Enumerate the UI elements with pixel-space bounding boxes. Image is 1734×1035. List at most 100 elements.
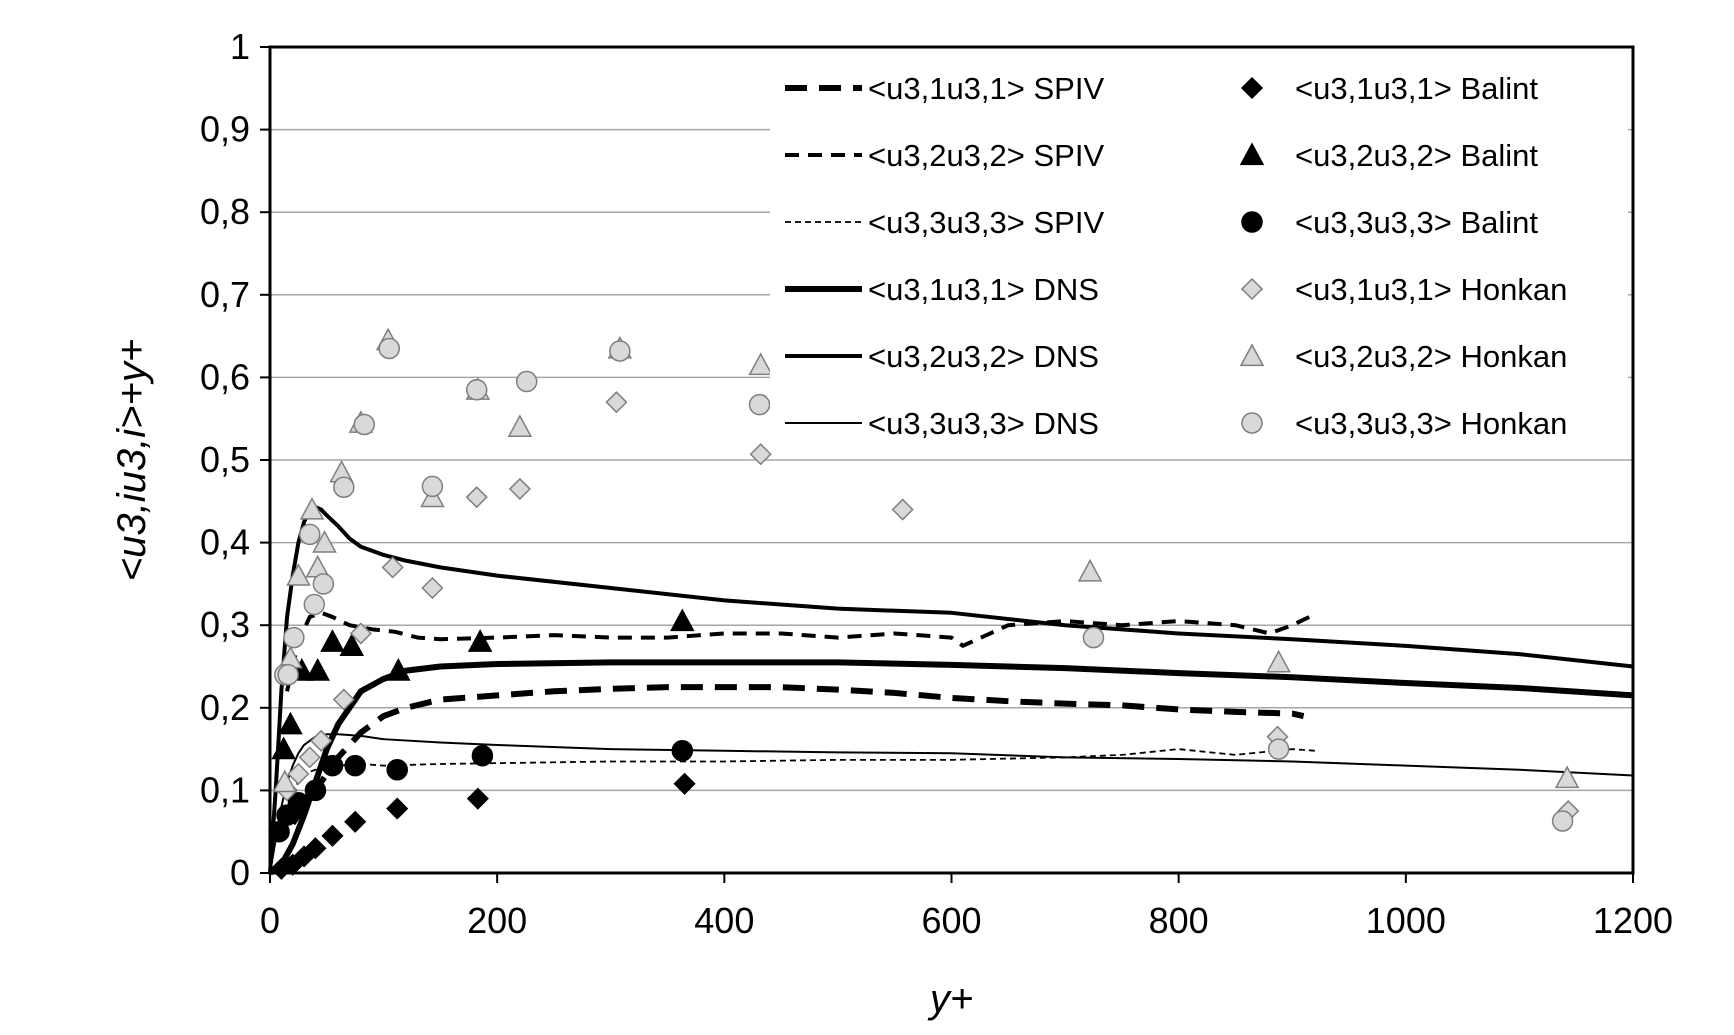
y-tick-label: 0,7 [200, 274, 250, 315]
legend-label: <u3,2u3,2> Balint [1295, 138, 1538, 173]
x-tick-label: 1000 [1366, 900, 1446, 941]
y-tick-label: 0,1 [200, 769, 250, 810]
data-point-6 [321, 824, 344, 847]
data-point-9 [465, 486, 488, 509]
series-line-4 [268, 505, 1634, 874]
data-point-11 [515, 370, 538, 393]
legend-marker-swatch [1241, 412, 1263, 434]
data-point-6 [466, 787, 489, 810]
legend-label: <u3,2u3,2> Honkan [1295, 339, 1567, 374]
data-point-9 [749, 443, 772, 466]
legend-label: <u3,3u3,3> Balint [1295, 205, 1538, 240]
data-point-9 [421, 576, 444, 600]
data-point-11 [333, 476, 355, 499]
data-point-6 [386, 797, 409, 820]
data-point-10 [312, 530, 337, 553]
data-point-10 [299, 496, 325, 520]
y-tick-label: 0,5 [200, 439, 250, 480]
legend: <u3,1u3,1> SPIV <u3,2u3,2> SPIV <u3,3u3,3>… [770, 62, 1628, 452]
data-point-11 [312, 573, 335, 595]
data-point-6 [673, 772, 696, 795]
data-point-10 [286, 563, 311, 586]
data-point-7 [305, 658, 330, 681]
data-point-8 [304, 779, 327, 802]
data-point-9 [298, 746, 321, 769]
y-tick-label: 0,8 [200, 191, 250, 232]
x-tick-label: 800 [1149, 900, 1209, 941]
data-point-7 [467, 629, 493, 652]
data-point-9 [605, 391, 628, 414]
data-point-8 [671, 740, 694, 762]
data-point-9 [891, 498, 914, 521]
legend-label: <u3,1u3,1> Balint [1295, 71, 1538, 106]
data-point-10 [1077, 558, 1103, 582]
series-line-0 [290, 684, 1305, 826]
data-point-7 [386, 658, 411, 681]
x-tick-label: 1200 [1593, 900, 1673, 941]
y-tick-label: 0,6 [200, 356, 250, 397]
data-point-9 [332, 688, 355, 711]
data-point-11 [283, 626, 305, 649]
data-point-11 [748, 393, 771, 416]
legend-background [770, 62, 1628, 452]
y-axis-label: <u3,iu3,i>+y+ [110, 339, 154, 581]
data-point-7 [271, 736, 296, 760]
legend-marker-swatch [1240, 76, 1264, 100]
data-point-10 [1266, 649, 1291, 673]
series-lines [268, 505, 1634, 876]
data-point-6 [304, 837, 327, 860]
data-point-10 [748, 352, 773, 376]
data-point-11 [299, 523, 321, 546]
legend-label: <u3,3u3,3> SPIV [868, 205, 1104, 240]
x-tick-label: 200 [467, 900, 527, 941]
legend-marker-swatch [1239, 343, 1265, 367]
data-point-7 [339, 633, 365, 656]
legend-marker-swatch [1240, 277, 1264, 301]
data-point-9 [349, 622, 372, 645]
series-line-2 [280, 748, 1316, 832]
data-point-7 [278, 711, 303, 735]
x-tick-label: 0 [260, 900, 280, 941]
data-point-9 [508, 477, 531, 500]
x-axis-label: y+ [927, 977, 973, 1021]
data-point-11 [1267, 738, 1290, 760]
x-tick-label: 400 [694, 900, 754, 941]
data-point-11 [1551, 810, 1574, 832]
y-tick-label: 0 [230, 852, 250, 893]
data-point-11 [421, 475, 444, 498]
y-tick-label: 0,4 [200, 522, 250, 563]
legend-label: <u3,1u3,1> DNS [868, 272, 1099, 307]
data-point-9 [310, 729, 333, 752]
series-line-5 [269, 733, 1634, 874]
data-point-8 [471, 744, 494, 767]
data-point-7 [670, 608, 695, 632]
legend-label: <u3,3u3,3> DNS [868, 406, 1099, 441]
axis-ticks: 0 0,1 0,2 0,3 0,4 0,5 0,6 0,7 0,8 0,9 1 0 200 400 600 8… [200, 26, 1673, 941]
data-point-8 [344, 754, 366, 777]
legend-label: <u3,2u3,2> SPIV [868, 138, 1104, 173]
data-point-11 [465, 379, 488, 401]
y-tick-label: 0,2 [200, 687, 250, 728]
series-line-1 [285, 610, 1311, 692]
data-point-11 [1082, 626, 1105, 649]
data-point-11 [303, 593, 326, 616]
data-point-11 [353, 413, 376, 436]
series-markers [268, 327, 1580, 880]
legend-label: <u3,2u3,2> DNS [868, 339, 1099, 374]
data-point-10 [272, 769, 298, 793]
data-point-10 [1554, 765, 1580, 789]
data-point-8 [287, 792, 310, 814]
legend-marker-swatch [1241, 211, 1263, 233]
data-point-11 [277, 664, 299, 686]
y-tick-label: 0,9 [200, 109, 250, 150]
data-point-8 [386, 759, 408, 781]
data-point-6 [344, 810, 367, 833]
data-point-9 [287, 762, 310, 785]
y-tick-label: 1 [230, 26, 250, 67]
legend-label: <u3,3u3,3> Honkan [1295, 406, 1567, 441]
data-point-10 [507, 414, 533, 438]
data-point-8 [321, 754, 344, 777]
data-point-11 [609, 340, 631, 362]
x-tick-label: 600 [921, 900, 981, 941]
